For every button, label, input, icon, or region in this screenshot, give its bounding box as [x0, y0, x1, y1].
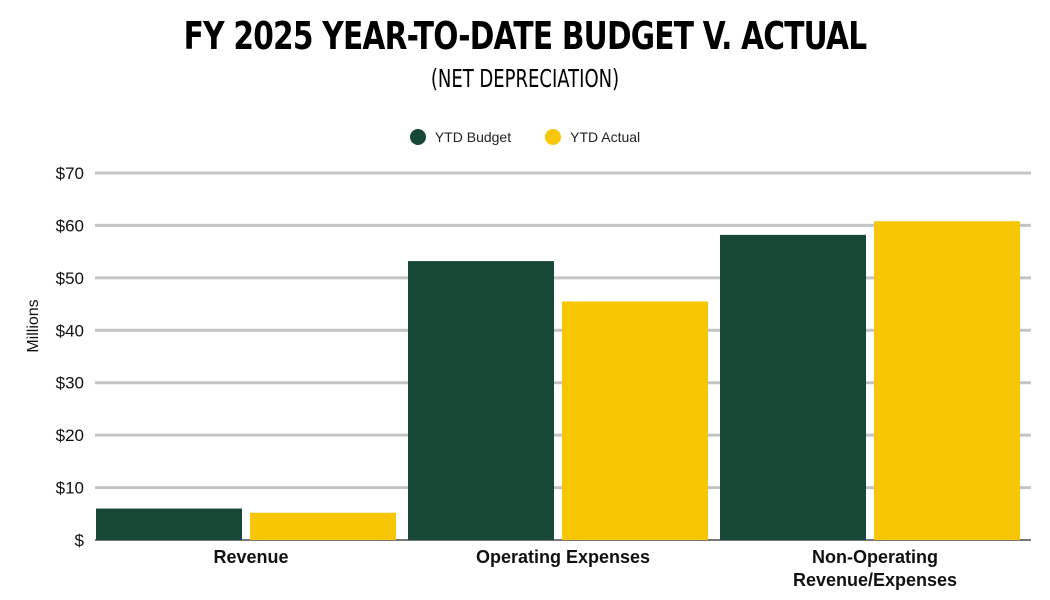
- y-tick-label: $10: [56, 479, 84, 498]
- bar-budget: [720, 234, 866, 540]
- legend-item-budget: YTD Budget: [409, 129, 512, 145]
- y-axis-label: Millions: [25, 299, 42, 352]
- bar-actual: [874, 221, 1020, 540]
- y-tick-label: $50: [56, 269, 84, 288]
- x-tick-label: Operating Expenses: [476, 547, 650, 567]
- bar-actual: [562, 301, 708, 540]
- x-tick-label: Revenue: [213, 547, 288, 567]
- legend: YTD Budget YTD Actual: [0, 129, 1050, 145]
- y-tick-label: $20: [56, 426, 84, 445]
- y-tick-label: $70: [56, 164, 84, 183]
- y-tick-label: $40: [56, 321, 84, 340]
- chart-title: FY 2025 YEAR-TO-DATE BUDGET V. ACTUAL: [183, 14, 867, 58]
- y-tick-label: $60: [56, 216, 84, 235]
- legend-label-budget: YTD Budget: [434, 129, 512, 145]
- x-tick-label: Non-Operating: [812, 547, 938, 567]
- x-tick-label: Revenue/Expenses: [793, 570, 957, 590]
- bar-budget: [96, 508, 242, 540]
- legend-swatch-actual: [545, 129, 562, 145]
- legend-label-actual: YTD Actual: [570, 129, 641, 145]
- legend-item-actual: YTD Actual: [545, 129, 640, 145]
- y-tick-label: $30: [56, 374, 84, 393]
- bar-actual: [250, 512, 396, 540]
- legend-swatch-budget: [409, 129, 426, 145]
- y-tick-label: $: [75, 531, 85, 550]
- chart-subtitle: (NET DEPRECIATION): [430, 64, 620, 93]
- bar-budget: [408, 261, 554, 540]
